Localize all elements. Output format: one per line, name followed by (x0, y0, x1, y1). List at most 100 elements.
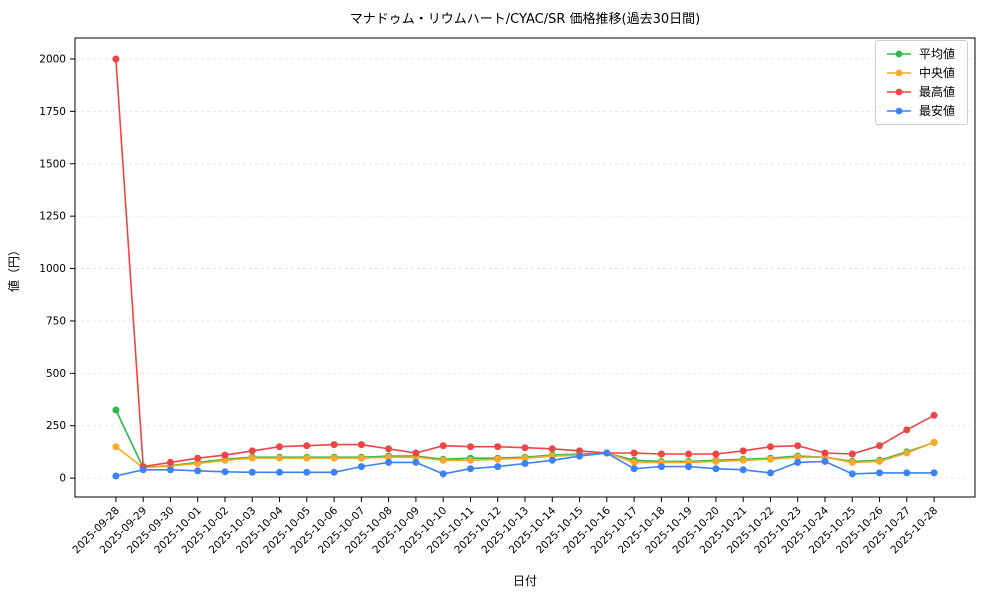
series-marker-min (385, 458, 393, 466)
y-tick-label: 250 (46, 420, 66, 432)
series-marker-min (467, 465, 474, 473)
series-marker-min (603, 449, 611, 457)
series-marker-max (712, 450, 720, 458)
series-marker-median (794, 453, 802, 461)
series-marker-max (385, 445, 393, 453)
series-marker-max (657, 450, 665, 458)
legend-item-max: 最高値 (886, 86, 955, 98)
series-marker-max (685, 450, 693, 458)
series-marker-median (439, 456, 447, 464)
series-marker-max (848, 450, 856, 458)
series-marker-min (876, 469, 883, 477)
y-tick-label: 1000 (39, 263, 66, 275)
series-marker-min (767, 469, 774, 477)
series-marker-min (576, 452, 583, 460)
y-tick-label: 0 (59, 473, 66, 485)
series-marker-min (712, 465, 720, 473)
series-marker-max (412, 449, 420, 457)
legend: 平均値中央値最高値最安値 (874, 40, 968, 125)
y-axis-label: 値（円） (6, 244, 21, 292)
legend-label-max: 最高値 (918, 85, 955, 99)
series-marker-max (548, 445, 556, 453)
series-marker-max (330, 441, 338, 449)
legend-swatch-max (886, 88, 911, 96)
series-marker-median (221, 456, 229, 464)
series-marker-min (330, 468, 338, 476)
series-marker-min (167, 466, 174, 474)
legend-swatch-median (886, 69, 911, 77)
series-marker-min (494, 463, 502, 471)
series-marker-max (357, 441, 365, 449)
series-marker-max (930, 411, 938, 419)
series-marker-max (739, 447, 747, 455)
series-marker-min (685, 463, 693, 471)
series-marker-median (712, 457, 720, 465)
legend-label-avg: 平均値 (918, 47, 955, 61)
series-marker-median (330, 454, 338, 462)
series-marker-min (521, 460, 529, 467)
series-marker-median (930, 439, 938, 446)
series-marker-median (739, 456, 747, 464)
axes-frame (74, 37, 976, 498)
series-marker-max (167, 458, 174, 466)
series-marker-max (194, 454, 202, 462)
y-tick-label: 1750 (39, 106, 66, 118)
series-marker-median (112, 443, 120, 451)
series-marker-min (848, 470, 856, 478)
series-marker-max (794, 442, 802, 450)
series-line-max (115, 58, 935, 468)
series-marker-min (439, 470, 447, 478)
series-marker-max (248, 447, 256, 455)
series-marker-median (385, 453, 393, 461)
series-marker-max (112, 55, 120, 63)
series-marker-median (494, 455, 502, 463)
y-tick-label: 500 (46, 368, 66, 380)
series-marker-max (494, 443, 502, 451)
y-tick-label: 2000 (39, 53, 66, 65)
legend-item-median: 中央値 (886, 67, 955, 79)
series-marker-min (821, 457, 829, 465)
series-marker-min (248, 468, 256, 476)
series-marker-max (576, 447, 583, 455)
series-marker-max (821, 449, 829, 457)
series-marker-min (412, 458, 420, 466)
series-marker-min (303, 468, 311, 476)
series-marker-max (276, 443, 283, 451)
series-marker-median (194, 460, 202, 467)
series-marker-max (630, 449, 638, 457)
series-marker-max (521, 444, 529, 452)
series-marker-min (548, 456, 556, 464)
series-marker-min (221, 468, 229, 476)
series-marker-median (303, 454, 311, 462)
series-marker-max (903, 426, 911, 434)
legend-label-min: 最安値 (918, 104, 955, 118)
legend-swatch-avg (886, 50, 911, 58)
series-marker-max (767, 443, 774, 451)
series-marker-max (303, 442, 311, 450)
series-marker-median (467, 456, 474, 464)
legend-swatch-min (886, 107, 911, 115)
series-marker-min (357, 463, 365, 471)
y-tick-label: 750 (46, 315, 66, 327)
series-marker-median (767, 455, 774, 463)
series-marker-max (221, 451, 229, 459)
y-tick-label: 1500 (39, 158, 66, 170)
series-marker-min (657, 463, 665, 471)
series-marker-median (521, 454, 529, 462)
plot-area: 0250500750100012501500175020002025-09-28… (39, 37, 976, 556)
x-axis-label: 日付 (513, 574, 537, 588)
series-marker-min (112, 472, 120, 480)
series-marker-min (903, 469, 911, 477)
series-marker-min (739, 466, 747, 474)
series-marker-min (794, 458, 802, 466)
legend-label-median: 中央値 (918, 66, 955, 80)
series-marker-median (876, 457, 883, 465)
legend-item-min: 最安値 (886, 105, 955, 117)
series-marker-min (276, 468, 283, 476)
series-marker-median (903, 449, 911, 457)
series-marker-median (848, 458, 856, 466)
series-marker-max (467, 443, 474, 451)
series-marker-max (876, 442, 883, 450)
